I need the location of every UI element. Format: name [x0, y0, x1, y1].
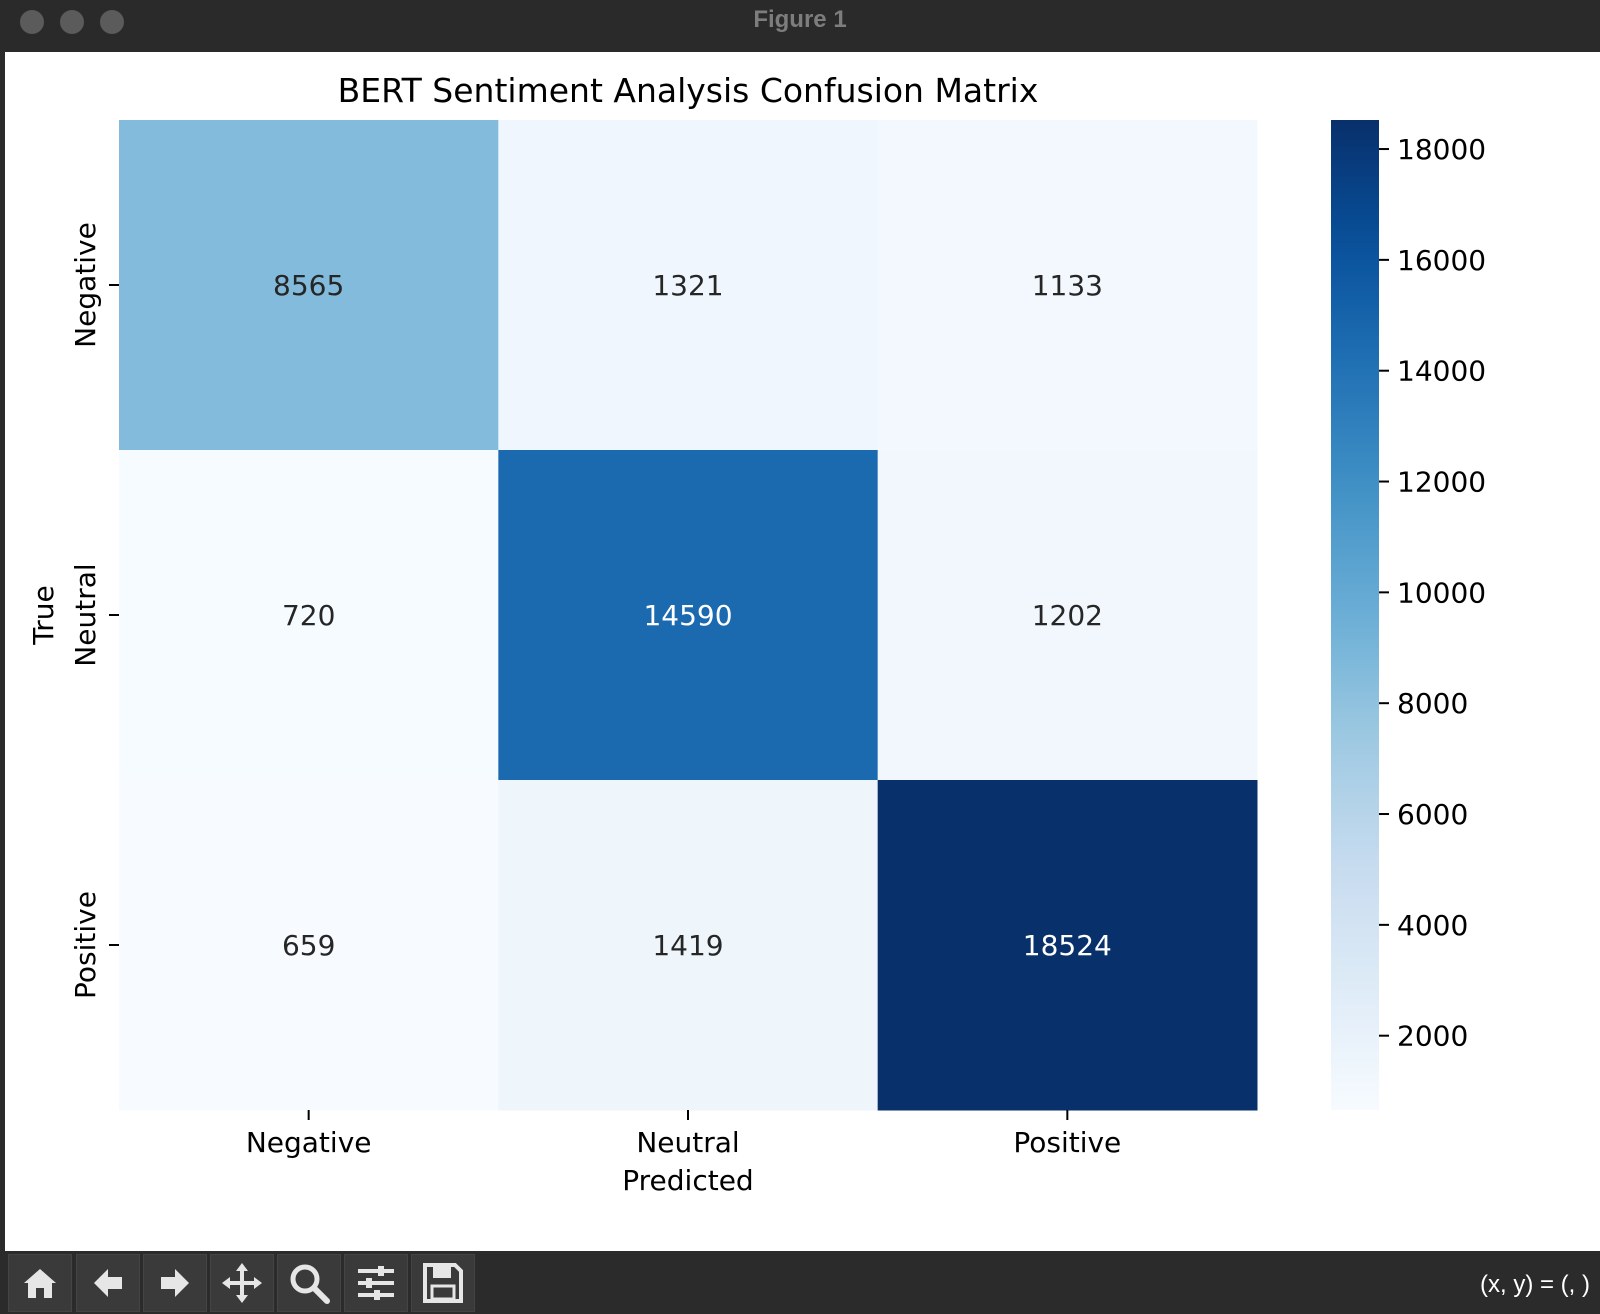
heatmap-cell: [877, 120, 1258, 451]
back-button[interactable]: [76, 1254, 140, 1312]
cell-value-label: 1321: [652, 269, 723, 302]
colorbar-tick-label: 18000: [1397, 133, 1486, 166]
colorbar-tick-label: 14000: [1397, 355, 1486, 388]
close-window-button[interactable]: [20, 10, 44, 34]
window-title: Figure 1: [753, 6, 847, 33]
save-button[interactable]: [411, 1254, 475, 1312]
x-tick-label: Positive: [1013, 1126, 1121, 1159]
colorbar-tick-label: 12000: [1397, 466, 1486, 499]
y-tick-label: Negative: [69, 222, 102, 348]
minimize-window-button[interactable]: [60, 10, 84, 34]
zoom-button[interactable]: [277, 1254, 341, 1312]
heatmap-cell: [498, 780, 879, 1111]
title-bar[interactable]: Figure 1: [0, 0, 1600, 52]
heatmap-cell: [498, 120, 879, 451]
arrow-left-icon: [94, 1269, 122, 1297]
x-tick-label: Neutral: [636, 1126, 739, 1159]
colorbar-tick-label: 8000: [1397, 687, 1468, 720]
pan-button[interactable]: [210, 1254, 274, 1312]
y-tick-label: Neutral: [69, 563, 102, 666]
cell-value-label: 1202: [1032, 599, 1103, 632]
move-icon: [222, 1263, 262, 1303]
heatmap-cell: [119, 450, 499, 781]
cell-value-label: 1419: [652, 929, 723, 962]
heatmap-cell: [498, 450, 879, 781]
save-icon: [423, 1263, 463, 1303]
colorbar-tick-label: 10000: [1397, 576, 1486, 609]
figure-canvas[interactable]: BERT Sentiment Analysis Confusion Matrix…: [5, 52, 1600, 1251]
forward-button[interactable]: [143, 1254, 207, 1312]
heatmap-cell: [877, 450, 1258, 781]
cell-value-label: 659: [282, 929, 335, 962]
x-axis-label: Predicted: [622, 1164, 753, 1197]
heatmap-cell: [119, 120, 499, 451]
colorbar-tick-label: 16000: [1397, 244, 1486, 277]
confusion-matrix-chart[interactable]: BERT Sentiment Analysis Confusion Matrix…: [5, 52, 1600, 1251]
cell-value-label: 8565: [273, 269, 344, 302]
sliders-icon: [358, 1266, 394, 1300]
coordinate-readout: (x, y) = (, ): [1480, 1271, 1590, 1298]
arrow-right-icon: [161, 1269, 189, 1297]
x-tick-label: Negative: [246, 1126, 372, 1159]
chart-title: BERT Sentiment Analysis Confusion Matrix: [338, 71, 1039, 110]
home-button[interactable]: [8, 1254, 72, 1312]
colorbar-tick-label: 2000: [1397, 1020, 1468, 1053]
home-icon: [24, 1269, 56, 1298]
heatmap-cell: [119, 780, 499, 1111]
y-axis-label: True: [27, 585, 60, 645]
cell-value-label: 18524: [1023, 929, 1112, 962]
configure-subplots-button[interactable]: [344, 1254, 408, 1312]
search-icon: [290, 1264, 330, 1304]
cell-value-label: 14590: [643, 599, 732, 632]
cell-value-label: 720: [282, 599, 335, 632]
colorbar-tick-label: 4000: [1397, 909, 1468, 942]
colorbar-tick-label: 6000: [1397, 798, 1468, 831]
colorbar: [1331, 120, 1379, 1110]
zoom-window-button[interactable]: [100, 10, 124, 34]
cell-value-label: 1133: [1032, 269, 1103, 302]
navigation-toolbar: (x, y) = (, ): [0, 1251, 1600, 1314]
heatmap-cell: [877, 780, 1258, 1111]
y-tick-label: Positive: [69, 891, 102, 999]
